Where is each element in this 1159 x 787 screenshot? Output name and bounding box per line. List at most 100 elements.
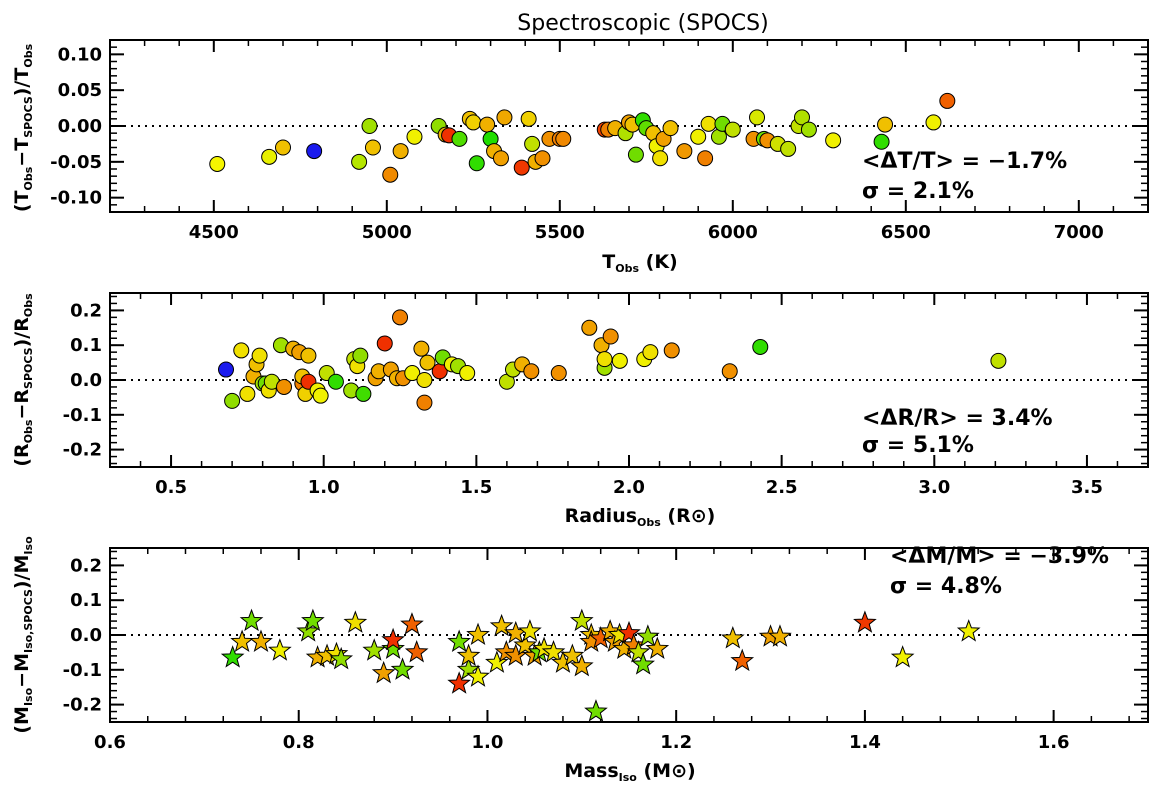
data-point-star [541, 639, 566, 663]
data-point [555, 130, 572, 147]
data-point [382, 166, 399, 183]
data-point [642, 344, 659, 361]
x-tick-label: 1.2 [660, 732, 692, 753]
x-tick-label: 4500 [189, 222, 239, 243]
data-point-star [268, 638, 292, 661]
data-point-star [617, 620, 641, 644]
data-point [690, 128, 707, 145]
x-tick-label: 0.8 [283, 732, 315, 753]
data-point [261, 148, 278, 165]
data-point [251, 347, 268, 364]
data-point [275, 139, 291, 156]
data-point [416, 372, 433, 388]
y-tick-label: 0.00 [58, 116, 102, 137]
y-tick-label: 0.1 [70, 335, 102, 356]
data-point [376, 335, 393, 352]
data-point [451, 130, 468, 147]
y-tick-label: 0.0 [70, 625, 102, 646]
data-point [627, 146, 644, 163]
x-axis-label: TObs (K) [602, 251, 677, 275]
data-point [724, 121, 741, 138]
x-tick-label: 2.0 [613, 477, 645, 498]
x-tick-label: 3.5 [1071, 477, 1103, 498]
data-point [877, 116, 894, 133]
y-axis-label: (TObs−TSPOCS)/TObs [11, 43, 35, 212]
data-point-star [239, 608, 264, 632]
data-point [392, 143, 409, 160]
x-tick-label: 2.5 [766, 477, 798, 498]
data-points [218, 309, 1007, 411]
x-tick-label: 1.4 [849, 732, 881, 753]
data-point [312, 387, 329, 404]
data-point [306, 143, 323, 160]
data-point [611, 352, 628, 369]
data-point [520, 110, 537, 127]
data-point-star [956, 619, 981, 642]
data-point [479, 116, 496, 133]
data-point [459, 365, 476, 382]
data-point-star [400, 612, 424, 635]
data-point [596, 351, 613, 368]
data-point [361, 118, 378, 134]
x-tick-label: 1.6 [1038, 732, 1070, 753]
data-point [364, 139, 381, 156]
data-point [581, 319, 598, 336]
data-point-star [569, 608, 594, 632]
x-tick-label: 5500 [535, 222, 585, 243]
y-axis-label: (MIso−MIso,SPOCS)/MIso [11, 536, 35, 734]
data-point [276, 378, 293, 395]
data-point-star [456, 643, 481, 666]
data-point-star [404, 639, 429, 663]
data-point-star [329, 646, 354, 670]
data-point [697, 150, 714, 167]
data-point-star [447, 629, 471, 653]
annotation-mean: <ΔM/M> = −3.9% [890, 544, 1109, 569]
x-tick-label: 1.5 [460, 477, 492, 498]
data-point-star [371, 660, 396, 684]
panel-radius: 0.5 1.0 1.5 2.0 2.5 3.0 3.5 0.2 0.1 0.0 -0.1 -0.2 R… [11, 292, 1149, 529]
panel-temperature: 4500 5000 5500 6000 6500 7000 0.10 0.05 0.00 -0.0… [11, 39, 1149, 275]
x-tick-label: 6500 [881, 222, 931, 243]
chart-title: Spectroscopic (SPOCS) [517, 11, 768, 36]
data-points [220, 608, 981, 722]
data-point-star [584, 699, 608, 722]
data-point [468, 155, 485, 172]
data-point [224, 392, 241, 409]
data-point [939, 92, 956, 109]
data-point-star [220, 645, 245, 668]
annotation-sigma: σ = 5.1% [862, 433, 974, 458]
data-point-star [631, 652, 655, 675]
data-point-star [466, 664, 490, 687]
y-tick-label: 0.10 [58, 44, 102, 65]
data-point [523, 363, 540, 380]
data-point-star [645, 636, 670, 659]
data-point [209, 155, 226, 172]
y-tick-label: -0.2 [63, 440, 102, 461]
data-point-star [569, 653, 594, 677]
data-point [416, 394, 433, 411]
data-point [239, 385, 256, 402]
data-point-star [768, 624, 792, 647]
data-point [406, 128, 423, 145]
data-point-star [560, 643, 585, 666]
data-point-star [362, 638, 387, 661]
data-point [351, 153, 368, 170]
data-point [550, 365, 567, 382]
y-tick-label: -0.05 [50, 152, 102, 173]
data-point-star [485, 650, 509, 673]
data-point [355, 385, 372, 402]
y-tick-label: -0.2 [63, 695, 102, 716]
data-point [352, 347, 369, 364]
data-point [794, 109, 810, 126]
x-tick-label: 1.0 [472, 732, 504, 753]
x-tick-label: 5000 [362, 222, 412, 243]
x-axis-label: MassIso (M⊙) [564, 760, 695, 783]
data-point [652, 150, 669, 167]
data-points [209, 92, 956, 183]
data-point [752, 338, 769, 355]
y-tick-label: 0.1 [70, 590, 102, 611]
y-tick-label: -0.1 [63, 660, 102, 681]
annotation-mean: <ΔT/T> = −1.7% [862, 149, 1067, 174]
x-tick-label: 0.5 [155, 477, 187, 498]
